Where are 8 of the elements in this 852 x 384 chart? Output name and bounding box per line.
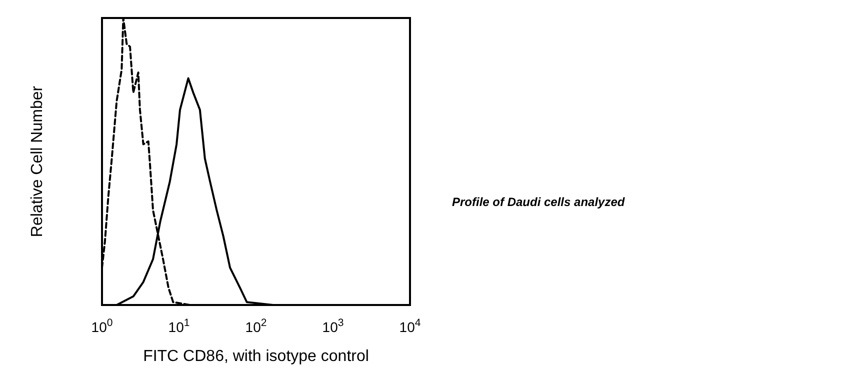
text: Profile of Daudi cells analyzed — [452, 195, 626, 209]
x-tick-label: 10$^{0}$ — [91, 317, 113, 335]
y-axis-title: Relative Cell Number — [29, 85, 46, 238]
x-tick-label: 10$^{1}$ — [168, 317, 190, 335]
x-axis-title: FITC CD86, with isotype control — [143, 348, 369, 365]
x-tick-label: 10$^{4}$ — [399, 317, 421, 335]
x-tick-label: 10$^{2}$ — [245, 317, 267, 335]
x-tick-label: 10$^{3}$ — [322, 317, 344, 335]
